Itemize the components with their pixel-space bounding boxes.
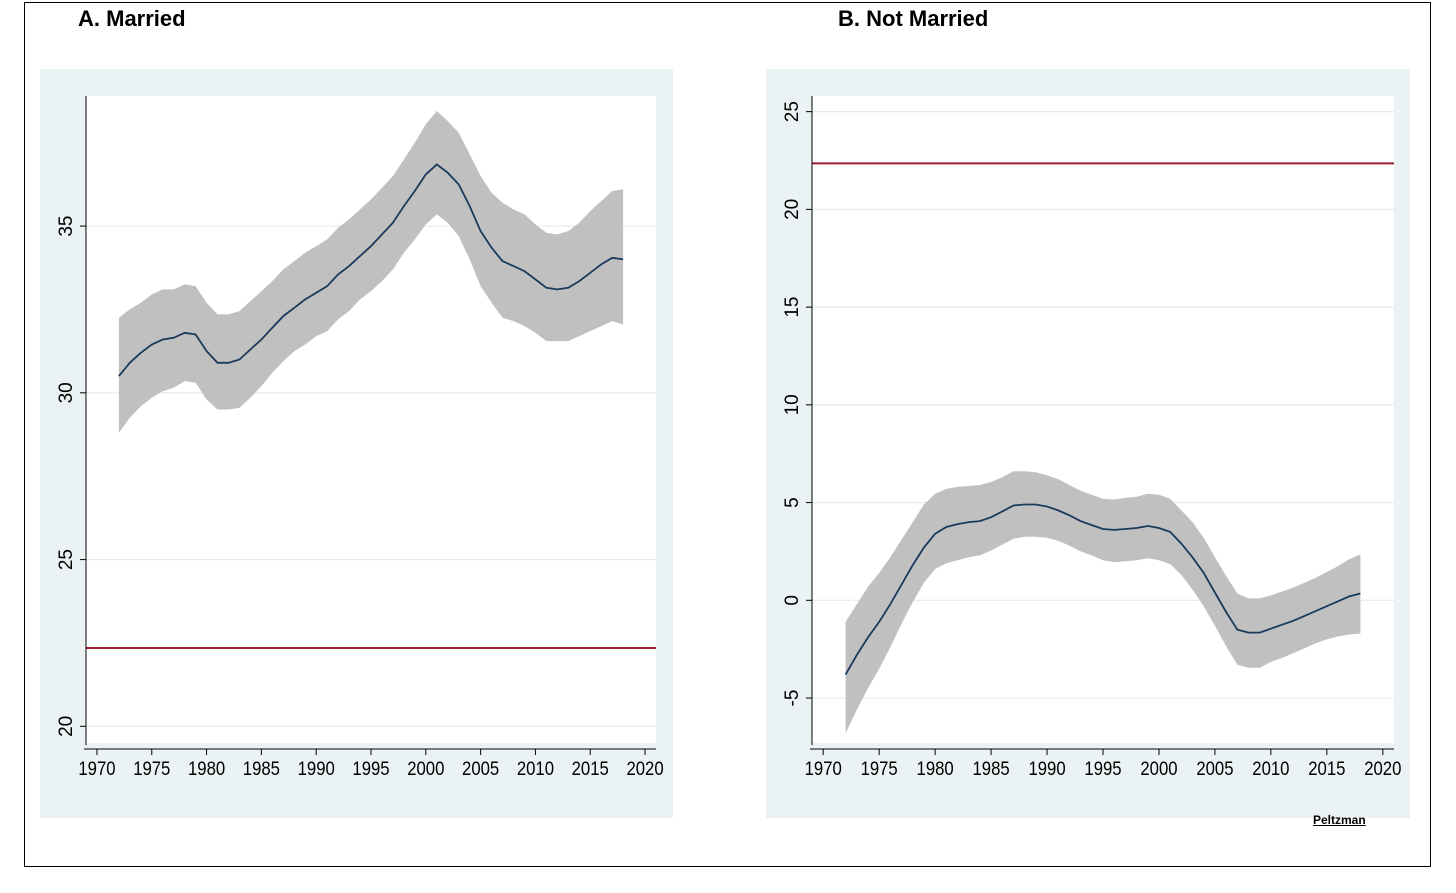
married-y-tick-label: 25 bbox=[56, 549, 77, 570]
married-x-tick-label: 1995 bbox=[352, 758, 389, 779]
married-y-tick-label: 30 bbox=[56, 382, 77, 403]
panel-a-title: A. Married bbox=[78, 6, 186, 31]
married-x-tick-label: 2015 bbox=[572, 758, 609, 779]
chart-not-married-svg: 1970 1975 1980 1985 1990 1995 2000 2005 2010 2015… bbox=[782, 96, 1401, 779]
married-y-tick-label: 20 bbox=[56, 716, 77, 737]
not-married-x-tick-label: 1995 bbox=[1084, 758, 1121, 779]
chart-married-svg: 1970 1975 1980 1985 1990 1995 2000 2005 2010 2015… bbox=[56, 96, 664, 779]
author-credit: Peltzman bbox=[1313, 813, 1366, 827]
not-married-x-tick-label: 2005 bbox=[1196, 758, 1233, 779]
married-x-tick-label: 2005 bbox=[462, 758, 499, 779]
not-married-y-tick-label: -5 bbox=[782, 690, 803, 707]
chart-panel-not-married: 1970 1975 1980 1985 1990 1995 2000 2005 2010 2015… bbox=[766, 69, 1410, 818]
not-married-y-tick-label: 20 bbox=[782, 199, 803, 220]
married-y-tick-label: 35 bbox=[56, 215, 77, 236]
not-married-x-tick-label: 1990 bbox=[1028, 758, 1065, 779]
not-married-x-tick-label: 1980 bbox=[917, 758, 954, 779]
not-married-x-tick-label: 1975 bbox=[861, 758, 898, 779]
not-married-x-tick-label: 2020 bbox=[1364, 758, 1401, 779]
not-married-x-tick-label: 2015 bbox=[1308, 758, 1345, 779]
married-x-tick-label: 1970 bbox=[78, 758, 115, 779]
married-x-tick-label: 2020 bbox=[626, 758, 663, 779]
not-married-y-tick-label: 15 bbox=[782, 297, 803, 318]
not-married-confidence-band bbox=[845, 471, 1361, 734]
not-married-y-tick-label: 5 bbox=[782, 497, 803, 508]
married-estimate-line bbox=[118, 163, 624, 377]
not-married-x-tick-label: 2010 bbox=[1252, 758, 1289, 779]
not-married-x-tick-label: 1970 bbox=[805, 758, 842, 779]
married-x-tick-label: 1990 bbox=[298, 758, 335, 779]
panel-b-title: B. Not Married bbox=[838, 6, 989, 31]
married-x-tick-label: 1975 bbox=[133, 758, 170, 779]
not-married-x-tick-label: 2000 bbox=[1140, 758, 1177, 779]
married-plot-area bbox=[86, 96, 656, 743]
married-confidence-band bbox=[118, 111, 624, 433]
not-married-y-tick-label: 10 bbox=[782, 394, 803, 415]
married-x-tick-label: 1985 bbox=[243, 758, 280, 779]
chart-panel-married: 1970 1975 1980 1985 1990 1995 2000 2005 2010 2015… bbox=[40, 69, 673, 818]
married-x-tick-label: 2000 bbox=[407, 758, 444, 779]
not-married-y-tick-label: 0 bbox=[782, 595, 803, 606]
married-x-tick-label: 2010 bbox=[517, 758, 554, 779]
figure-frame bbox=[24, 2, 1431, 867]
not-married-y-tick-label: 25 bbox=[782, 101, 803, 122]
married-x-tick-label: 1980 bbox=[188, 758, 225, 779]
not-married-x-tick-label: 1985 bbox=[973, 758, 1010, 779]
not-married-estimate-line bbox=[844, 503, 1361, 676]
